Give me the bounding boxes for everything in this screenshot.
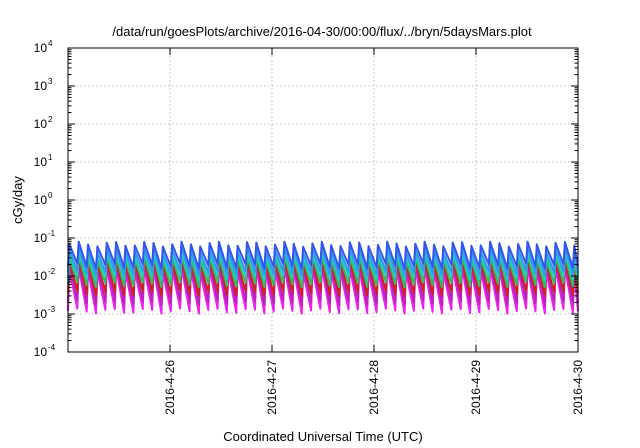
y-tick-label: 10 0 [34, 191, 53, 207]
y-tick-label: 10 4 [34, 39, 53, 55]
x-axis-ticks: 2016-4-26 2016-4-27 2016-4-28 2016-4-29 2016… [163, 48, 585, 415]
grid-lines [68, 48, 578, 352]
y-tick-base: 10 [34, 193, 48, 207]
y-tick-label: 10 3 [34, 77, 53, 93]
y-tick-base: 10 [34, 79, 48, 93]
y-tick-base: 10 [34, 155, 48, 169]
y-tick-exponent: 0 [48, 191, 53, 200]
y-tick-base: 10 [34, 345, 48, 359]
x-tick-label: 2016-4-30 [571, 360, 585, 415]
series-line [67, 240, 579, 270]
x-tick-label: 2016-4-27 [265, 360, 279, 415]
y-tick-label: 10 2 [34, 115, 53, 131]
x-tick-label: 2016-4-26 [163, 360, 177, 415]
y-tick-label: 10 -3 [34, 305, 56, 321]
y-tick-exponent: -2 [48, 267, 56, 276]
y-tick-exponent: -4 [48, 343, 56, 352]
y-tick-base: 10 [34, 117, 48, 131]
y-tick-exponent: 2 [48, 115, 53, 124]
y-tick-base: 10 [34, 269, 48, 283]
y-tick-label: 10 1 [34, 153, 53, 169]
y-tick-exponent: -3 [48, 305, 56, 314]
data-series [67, 240, 579, 315]
y-tick-exponent: 4 [48, 39, 53, 48]
y-tick-base: 10 [34, 41, 48, 55]
y-tick-label: 10 -2 [34, 267, 56, 283]
x-tick-label: 2016-4-29 [469, 360, 483, 415]
y-tick-exponent: 1 [48, 153, 53, 162]
y-tick-label: 10 -1 [34, 229, 56, 245]
chart-title: /data/run/goesPlots/archive/2016-04-30/0… [112, 24, 532, 39]
y-tick-exponent: 3 [48, 77, 53, 86]
x-axis-label: Coordinated Universal Time (UTC) [223, 429, 422, 444]
y-tick-label: 10 -4 [34, 343, 56, 359]
y-tick-base: 10 [34, 307, 48, 321]
y-tick-base: 10 [34, 231, 48, 245]
y-axis-label: cGy/day [10, 176, 25, 224]
x-tick-label: 2016-4-28 [367, 360, 381, 415]
y-tick-exponent: -1 [48, 229, 56, 238]
